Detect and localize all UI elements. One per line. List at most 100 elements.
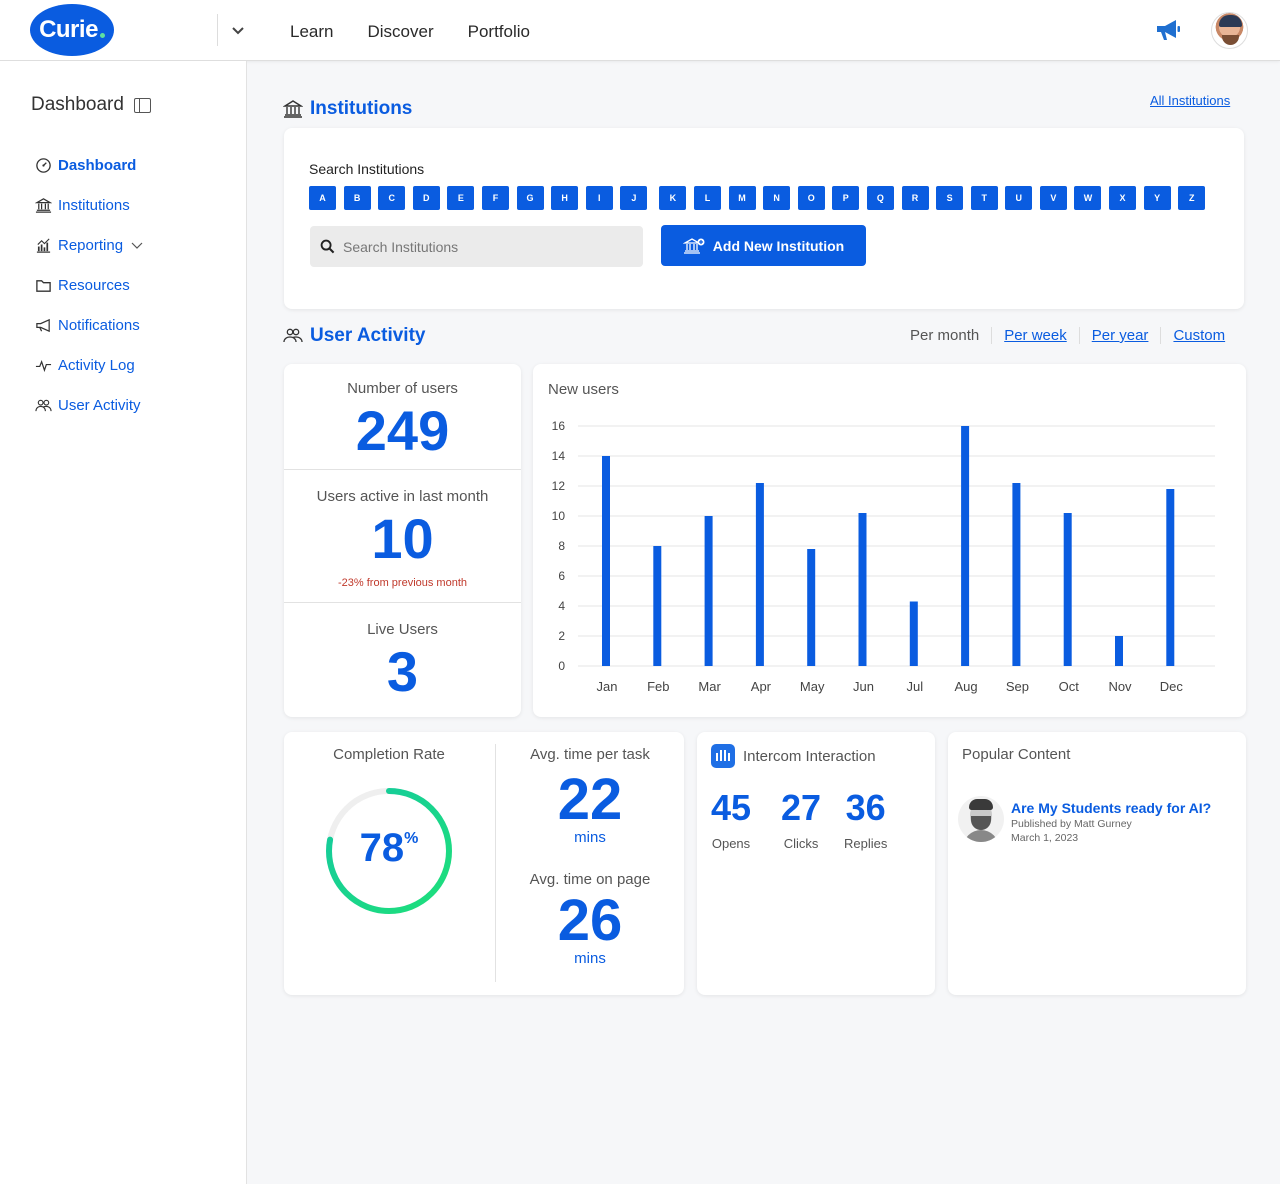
letter-button-f[interactable]: F xyxy=(481,186,509,210)
search-input[interactable] xyxy=(343,238,623,255)
y-tick-label: 0 xyxy=(558,659,565,673)
sidebar-item-label: Activity Log xyxy=(58,356,135,374)
x-tick-label: Mar xyxy=(698,679,721,694)
stat-change: -23% from previous month xyxy=(338,577,467,589)
sidebar-menu: Dashboard Institutions Reporting Resourc… xyxy=(35,145,149,425)
letter-button-i[interactable]: I xyxy=(585,186,613,210)
sidebar-item-activity-log[interactable]: Activity Log xyxy=(35,345,149,385)
bar-may[interactable] xyxy=(807,549,816,666)
user-stats-card: Number of users 249 Users active in last… xyxy=(284,364,521,717)
x-tick-label: Oct xyxy=(1059,679,1080,694)
bar-sep[interactable] xyxy=(1012,483,1021,666)
nav-learn[interactable]: Learn xyxy=(290,22,334,41)
popular-article-meta: Published by Matt Gurney March 1, 2023 xyxy=(1011,818,1132,845)
popular-title: Popular Content xyxy=(962,746,1071,763)
chevron-down-icon[interactable] xyxy=(131,239,143,251)
bar-feb[interactable] xyxy=(653,546,662,666)
bar-jan[interactable] xyxy=(602,456,610,666)
letter-button-m[interactable]: M xyxy=(728,186,756,210)
x-tick-label: Jun xyxy=(853,679,874,694)
stat-label: Live Users xyxy=(367,621,438,638)
bar-apr[interactable] xyxy=(755,483,764,666)
sidebar-item-user-activity[interactable]: User Activity xyxy=(35,385,149,425)
user-activity-section-title: User Activity xyxy=(283,325,425,347)
letter-button-d[interactable]: D xyxy=(412,186,440,210)
letter-button-k[interactable]: K xyxy=(659,186,687,210)
completion-ring xyxy=(326,788,452,914)
folder-icon xyxy=(36,279,51,292)
sidebar-item-reporting[interactable]: Reporting xyxy=(35,225,149,265)
letter-button-q[interactable]: Q xyxy=(866,186,894,210)
nav-portfolio[interactable]: Portfolio xyxy=(467,22,530,41)
intercom-icon xyxy=(711,744,735,768)
add-institution-button[interactable]: Add New Institution xyxy=(661,225,866,266)
letter-button-j[interactable]: J xyxy=(620,186,648,210)
intercom-replies: 36 Replies xyxy=(844,790,887,852)
letter-button-a[interactable]: A xyxy=(309,186,336,210)
letter-button-x[interactable]: X xyxy=(1109,186,1137,210)
stat-unit: mins xyxy=(574,829,606,846)
letter-button-b[interactable]: B xyxy=(343,186,371,210)
period-per-week[interactable]: Per week xyxy=(991,327,1079,344)
bar-dec[interactable] xyxy=(1166,489,1175,666)
megaphone-icon xyxy=(36,318,50,332)
top-bar: Curie Learn Discover Portfolio xyxy=(0,0,1280,61)
y-tick-label: 8 xyxy=(558,539,565,553)
letter-button-t[interactable]: T xyxy=(970,186,998,210)
bar-oct[interactable] xyxy=(1063,513,1072,666)
nav-discover[interactable]: Discover xyxy=(367,22,434,41)
letter-button-p[interactable]: P xyxy=(832,186,860,210)
bar-jun[interactable] xyxy=(858,513,867,666)
add-bank-icon xyxy=(682,237,705,254)
bar-aug[interactable] xyxy=(961,426,970,666)
letter-button-o[interactable]: O xyxy=(797,186,825,210)
all-institutions-link[interactable]: All Institutions xyxy=(1150,93,1231,108)
stat-value: 3 xyxy=(386,640,419,703)
letter-button-g[interactable]: G xyxy=(516,186,544,210)
curie-logo[interactable]: Curie xyxy=(30,4,114,56)
y-tick-label: 6 xyxy=(558,569,565,583)
search-icon xyxy=(320,239,335,254)
period-per-month[interactable]: Per month xyxy=(910,327,980,344)
letter-button-e[interactable]: E xyxy=(447,186,475,210)
stat-label: Clicks xyxy=(783,836,819,851)
sidebar-item-dashboard[interactable]: Dashboard xyxy=(35,145,149,185)
popular-article-link[interactable]: Are My Students ready for AI? xyxy=(1011,800,1212,816)
stat-label: Opens xyxy=(711,836,751,851)
chevron-down-icon[interactable] xyxy=(230,22,246,38)
letter-button-c[interactable]: C xyxy=(378,186,406,210)
sidebar-item-label: Resources xyxy=(58,276,130,294)
bank-icon xyxy=(283,100,303,118)
top-divider xyxy=(217,14,218,46)
y-tick-label: 12 xyxy=(552,479,566,493)
letter-button-w[interactable]: W xyxy=(1074,186,1102,210)
x-tick-label: Jul xyxy=(906,679,923,694)
collapse-sidebar-icon[interactable] xyxy=(133,97,151,113)
sidebar-item-notifications[interactable]: Notifications xyxy=(35,305,149,345)
letter-button-s[interactable]: S xyxy=(936,186,964,210)
letter-button-v[interactable]: V xyxy=(1039,186,1067,210)
sidebar: Dashboard Dashboard Institutions Reporti… xyxy=(0,61,247,1184)
bar-nov[interactable] xyxy=(1115,636,1123,666)
letter-button-u[interactable]: U xyxy=(1005,186,1033,210)
stat-value: 45 xyxy=(711,787,752,828)
user-avatar[interactable] xyxy=(1211,12,1248,49)
intercom-card: Intercom Interaction 45 Opens 27 Clicks … xyxy=(697,732,935,995)
x-tick-label: Feb xyxy=(647,679,669,694)
letter-button-z[interactable]: Z xyxy=(1178,186,1206,210)
letter-button-n[interactable]: N xyxy=(763,186,791,210)
divider xyxy=(495,744,496,982)
megaphone-icon[interactable] xyxy=(1154,17,1182,43)
letter-button-y[interactable]: Y xyxy=(1143,186,1171,210)
letter-button-l[interactable]: L xyxy=(693,186,721,210)
search-field[interactable] xyxy=(310,226,643,267)
letter-button-h[interactable]: H xyxy=(551,186,579,210)
sidebar-item-resources[interactable]: Resources xyxy=(35,265,149,305)
period-custom[interactable]: Custom xyxy=(1160,327,1237,344)
period-per-year[interactable]: Per year xyxy=(1078,327,1161,344)
bar-jul[interactable] xyxy=(909,601,918,667)
letter-button-r[interactable]: R xyxy=(901,186,929,210)
sidebar-item-institutions[interactable]: Institutions xyxy=(35,185,149,225)
divider xyxy=(284,602,521,603)
bar-mar[interactable] xyxy=(704,516,713,666)
